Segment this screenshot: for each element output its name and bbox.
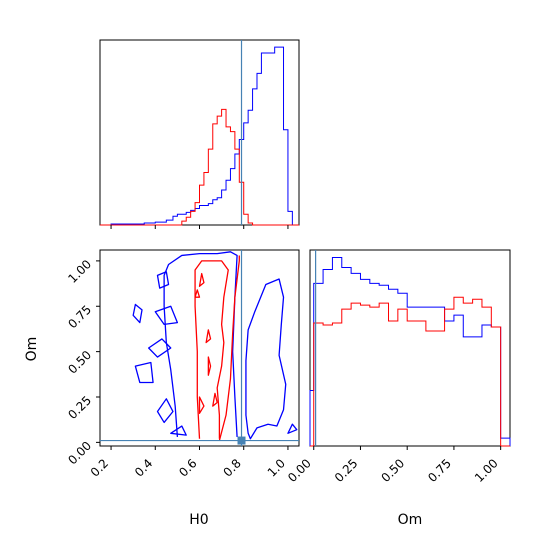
om-hist-xtick-label: 0.00: [285, 456, 314, 485]
h0-hist-series-red: [100, 108, 299, 226]
contour-yticks: 0.00 0.25 0.50 0.75 1.00: [65, 257, 100, 467]
contour-blue-7: [156, 398, 174, 424]
contour-red-16: [212, 392, 218, 407]
contour-marks: [100, 250, 299, 446]
om-hist-series-blue: [309, 257, 511, 446]
contour-xtick-label: 0.4: [132, 456, 155, 479]
contour-red-10: [194, 260, 229, 439]
x-axis-label-h0: H0: [189, 512, 208, 528]
contour-ytick-label: 1.00: [65, 257, 94, 286]
contour-xtick-label: 0.8: [220, 456, 243, 479]
contour-xtick-label: 0.2: [88, 456, 111, 479]
contour-blue-4: [154, 305, 179, 326]
contour-red-11: [218, 255, 240, 441]
truth-marker: [237, 436, 246, 445]
contour-red-15: [198, 396, 205, 414]
contour-red-17: [194, 289, 201, 298]
om-hist-series-red: [310, 296, 510, 447]
contour-ytick-label: 0.75: [65, 302, 94, 331]
contour-red-12: [207, 356, 212, 376]
om-histogram-panel: 0.00 0.25 0.50 0.75 1.00 Om: [285, 249, 511, 528]
h0-om-contour-panel: 0.2 0.4 0.6 0.8 1.0 0.000.250.500.751.00 H0 …: [24, 249, 300, 528]
om-histogram-marks: [309, 250, 511, 447]
contour-xtick-label: 0.6: [176, 456, 199, 479]
contour-blue-6: [134, 361, 154, 384]
contour-blue-9: [287, 423, 298, 434]
contour-red-14: [205, 329, 212, 344]
om-hist-xtick-label: 0.25: [332, 456, 361, 485]
contour-red-13: [198, 272, 205, 287]
contour-blue-5: [147, 338, 172, 358]
contour-xticks: 0.2 0.4 0.6 0.8 1.0: [88, 446, 289, 480]
contour-blue-2: [156, 271, 170, 289]
h0-histogram-marks: [100, 40, 299, 226]
om-hist-xtick-label: 0.50: [379, 456, 408, 485]
om-histogram-frame: [309, 249, 511, 447]
om-hist-xtick-label: 1.00: [472, 456, 501, 485]
contour-blue-1: [245, 278, 287, 440]
contour-frame: [99, 249, 300, 447]
y-axis-label-om: Om: [24, 337, 40, 362]
x-axis-label-om: Om: [398, 512, 423, 528]
contour-xtick-label: 1.0: [265, 456, 288, 479]
contour-ytick-label: 0.25: [65, 393, 94, 422]
om-histogram-xticks: 0.00 0.25 0.50 0.75 1.00: [285, 446, 502, 485]
om-hist-xtick-label: 0.75: [425, 456, 454, 485]
h0-hist-series-blue: [100, 46, 299, 226]
contour-blue-3: [132, 303, 143, 324]
contour-blue-8: [170, 425, 187, 436]
h0-histogram-xticks: [110, 225, 289, 229]
h0-histogram-panel: [99, 39, 300, 229]
contour-ytick-label: 0.00: [65, 439, 94, 468]
contour-ytick-label: 0.50: [65, 348, 94, 377]
